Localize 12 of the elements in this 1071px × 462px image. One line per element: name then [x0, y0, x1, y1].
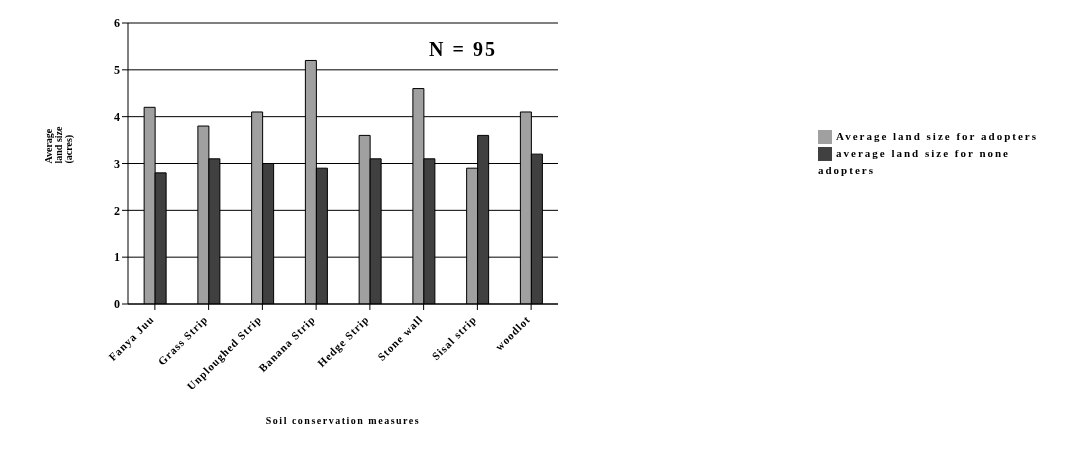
y-axis-title: Average land size (acres)	[42, 125, 75, 164]
y-tick-label: 1	[114, 250, 120, 265]
x-axis-title: Soil conservation measures	[265, 415, 421, 426]
legend-label: average land size for none adopters	[818, 147, 1011, 176]
y-tick-label: 6	[114, 16, 120, 31]
y-tick-label: 5	[114, 63, 120, 78]
y-tick-label: 3	[114, 156, 120, 171]
annotation: N = 95	[428, 38, 498, 61]
y-tick-label: 2	[114, 203, 120, 218]
y-tick-label: 4	[114, 109, 120, 124]
y-tick-label: 0	[114, 297, 120, 312]
legend-label: Average land size for adopters	[836, 130, 1038, 142]
